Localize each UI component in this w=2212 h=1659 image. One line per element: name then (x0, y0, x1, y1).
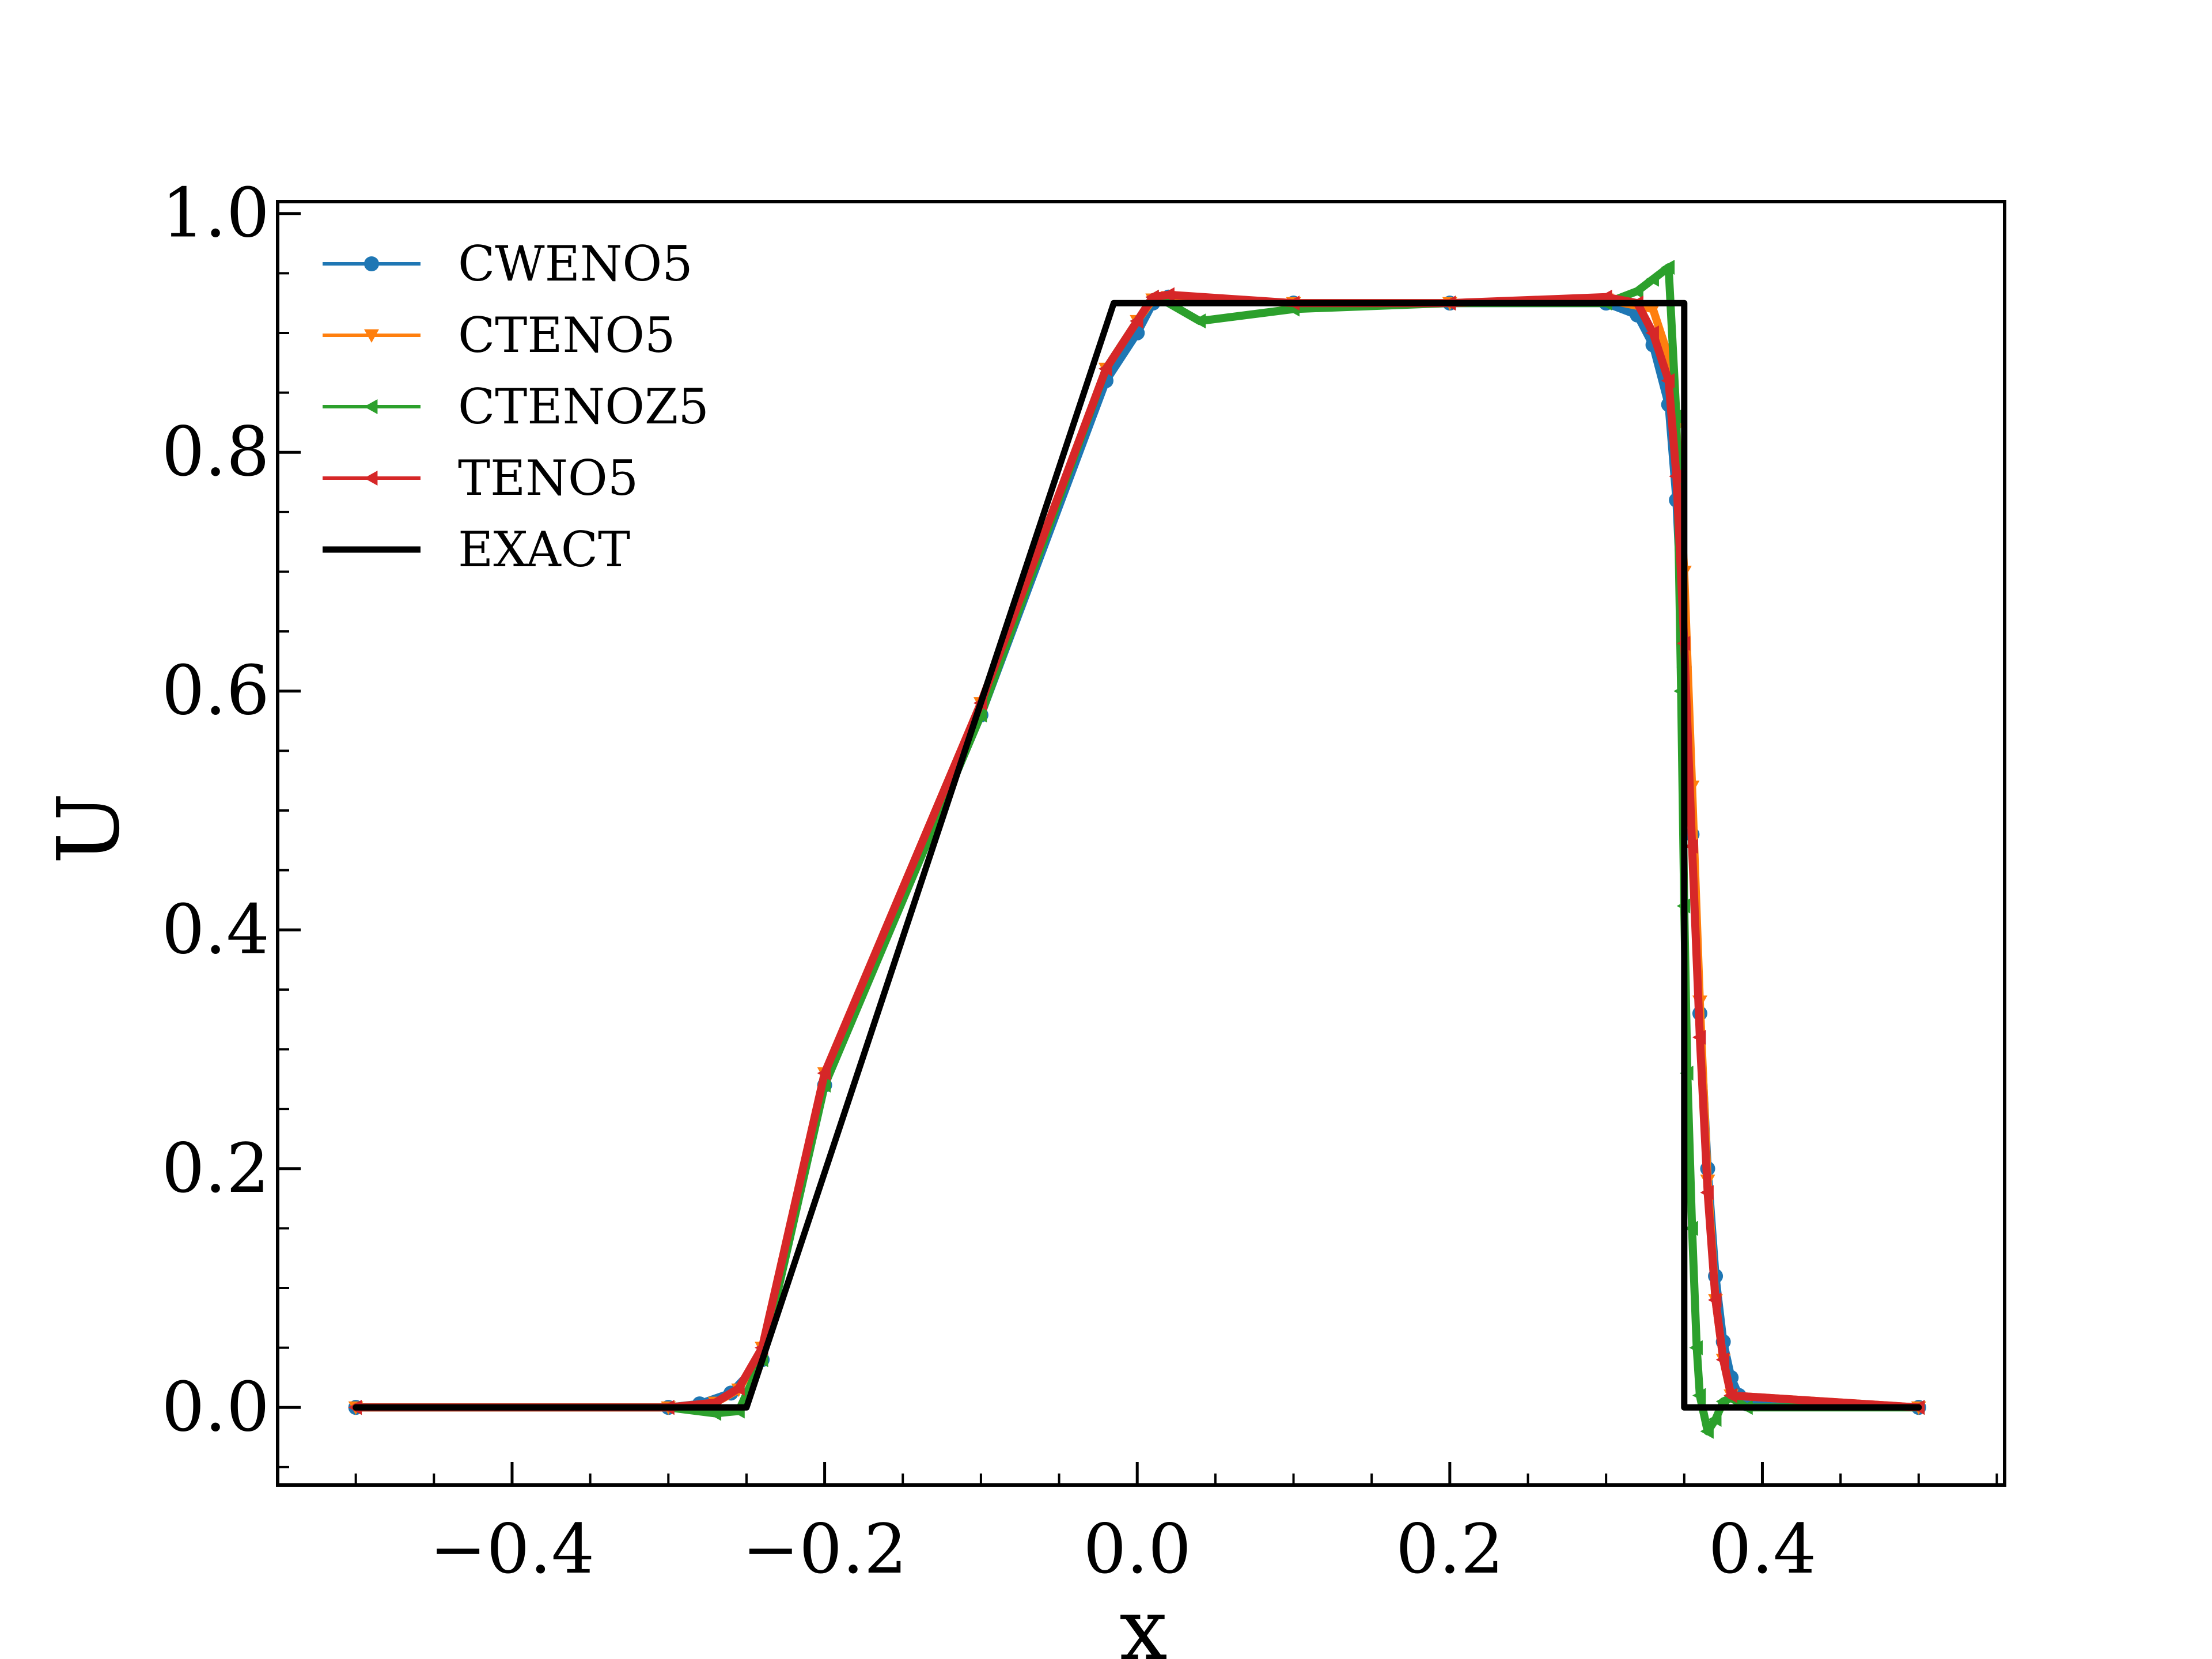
data-point-ctenoz5 (1689, 1340, 1703, 1355)
data-point-teno5 (1661, 373, 1675, 388)
data-point-ctenoz5 (1630, 283, 1643, 299)
data-point-teno5 (1724, 1388, 1737, 1403)
data-point-cteno5 (1645, 303, 1661, 317)
data-point-ctenoz5 (1192, 313, 1206, 329)
data-point-teno5 (1161, 287, 1175, 302)
data-point-teno5 (1708, 1292, 1722, 1308)
y-tick-label: 0.0 (161, 1367, 270, 1446)
legend-item-cweno5: CWENO5 (323, 236, 693, 292)
legend-marker-ctenoz5 (364, 399, 378, 414)
data-point-ctenoz5 (1684, 1221, 1698, 1236)
axes: −0.4 −0.2 0.0 0.2 0.4 0.0 0.2 0.4 0.6 0.8 1.0 (161, 173, 2006, 1589)
legend-marker-teno5 (364, 471, 378, 486)
legend-label-cteno5: CTENO5 (458, 307, 675, 363)
data-point-teno5 (1715, 1352, 1730, 1368)
data-point-ctenoz5 (1692, 1388, 1706, 1403)
series-line-exact (353, 300, 1922, 1411)
legend-marker-cweno5 (364, 256, 379, 271)
data-point-teno5 (1645, 325, 1659, 340)
y-tick-label: 0.6 (161, 651, 270, 730)
data-point-ctenoz5 (1645, 271, 1659, 287)
series-group (348, 259, 1926, 1439)
x-tick-label: 0.4 (1709, 1509, 1817, 1589)
data-point-ctenoz5 (1669, 409, 1683, 425)
data-point-ctenoz5 (1700, 1423, 1714, 1439)
x-tick-label: 0.2 (1396, 1509, 1504, 1589)
series-exact (353, 300, 1922, 1411)
x-tick-label: −0.2 (742, 1509, 907, 1589)
data-point-teno5 (1692, 1029, 1706, 1045)
legend-item-teno5: TENO5 (323, 450, 638, 506)
x-axis-label: x (1119, 1580, 1167, 1659)
data-point-teno5 (1684, 839, 1698, 854)
legend-label-teno5: TENO5 (458, 450, 638, 506)
x-tick-label: −0.4 (430, 1509, 595, 1589)
legend-item-cteno5: CTENO5 (323, 307, 675, 363)
axes-frame (276, 200, 2006, 1487)
legend-label-cweno5: CWENO5 (458, 236, 693, 292)
legend: CWENO5 CTENO5 CTENOZ5 TENO5 EXACT (323, 236, 709, 578)
data-point-ctenoz5 (1708, 1412, 1722, 1427)
y-axis-label: U (39, 793, 138, 865)
legend-marker-cteno5 (364, 329, 379, 343)
data-point-teno5 (817, 1065, 831, 1081)
data-point-ctenoz5 (1661, 259, 1675, 275)
y-tick-label: 0.2 (161, 1128, 270, 1208)
data-point-teno5 (1130, 313, 1143, 329)
data-point-teno5 (731, 1381, 745, 1396)
data-point-teno5 (1700, 1185, 1714, 1200)
legend-label-ctenoz5: CTENOZ5 (458, 378, 709, 435)
legend-label-exact: EXACT (458, 521, 630, 578)
y-tick-label: 1.0 (161, 173, 270, 253)
legend-item-ctenoz5: CTENOZ5 (323, 378, 709, 435)
data-point-teno5 (1098, 361, 1112, 377)
data-point-teno5 (1669, 468, 1683, 484)
x-tick-label: 0.0 (1083, 1509, 1191, 1589)
legend-item-exact: EXACT (323, 521, 630, 578)
y-tick-label: 0.8 (161, 412, 270, 491)
y-tick-label: 0.4 (161, 889, 270, 969)
